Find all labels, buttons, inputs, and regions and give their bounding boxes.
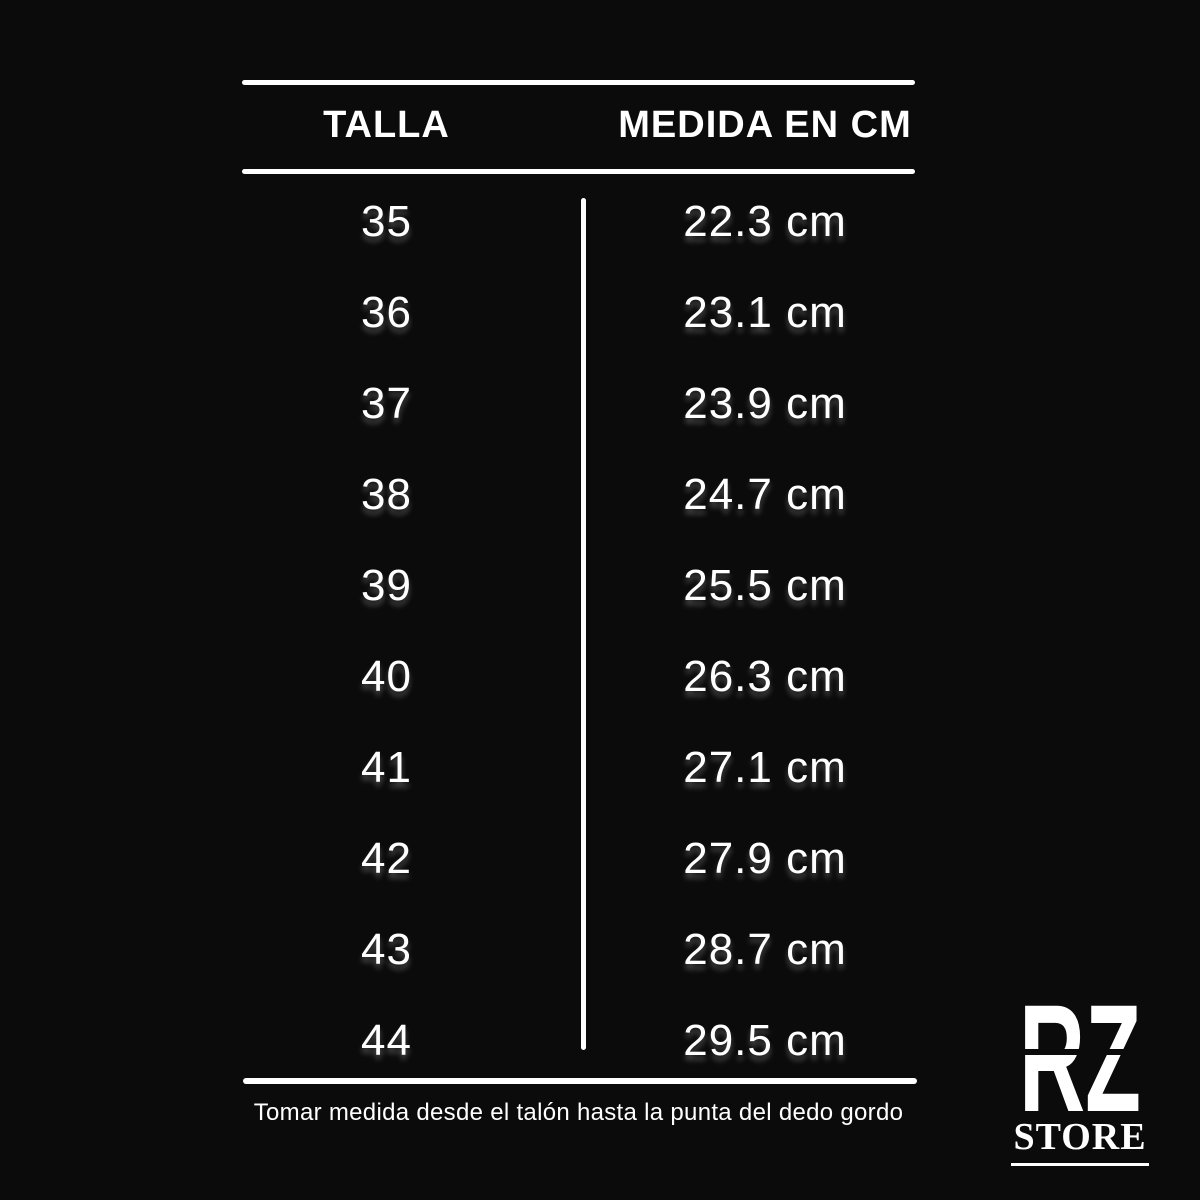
size-value: 36 <box>361 287 412 337</box>
cm-value: 23.1 cm <box>683 287 847 337</box>
table-row: 36 23.1 cm <box>242 267 915 358</box>
size-value: 43 <box>361 924 412 974</box>
cm-value: 27.1 cm <box>683 742 847 792</box>
table-row: 43 28.7 cm <box>242 904 915 995</box>
row-cell-size: 44 <box>242 1016 583 1066</box>
table-row: 42 27.9 cm <box>242 813 915 904</box>
row-cell-measure: 24.7 cm <box>583 470 915 520</box>
cm-value: 28.7 cm <box>683 924 847 974</box>
size-value: 38 <box>361 469 412 519</box>
size-value: 44 <box>361 1015 412 1065</box>
measurement-instruction: Tomar medida desde el talón hasta la pun… <box>253 1099 904 1126</box>
row-cell-measure: 23.9 cm <box>583 379 915 429</box>
size-value: 39 <box>361 560 412 610</box>
table-row: 38 24.7 cm <box>242 449 915 540</box>
row-cell-size: 43 <box>242 925 583 975</box>
brand-logo: RZ STORE <box>1011 1001 1149 1166</box>
size-column-header: TALLA <box>323 103 450 146</box>
row-cell-measure: 29.5 cm <box>583 1016 915 1066</box>
header-cell-size: TALLA <box>242 104 583 147</box>
row-cell-size: 39 <box>242 561 583 611</box>
size-value: 41 <box>361 742 412 792</box>
size-value: 37 <box>361 378 412 428</box>
rz-monogram-icon: RZ <box>1016 1001 1144 1113</box>
table-row: 35 22.3 cm <box>242 176 915 267</box>
monogram-slice <box>1016 1049 1144 1055</box>
measure-column-header: MEDIDA EN CM <box>618 103 912 146</box>
cm-value: 29.5 cm <box>683 1015 847 1065</box>
table-row: 44 29.5 cm <box>242 995 915 1086</box>
table-row: 39 25.5 cm <box>242 540 915 631</box>
header-top-line <box>242 80 915 85</box>
cm-value: 22.3 cm <box>683 196 847 246</box>
footer-line <box>243 1078 917 1084</box>
size-value: 35 <box>361 196 412 246</box>
row-cell-size: 38 <box>242 470 583 520</box>
row-cell-size: 36 <box>242 288 583 338</box>
row-cell-size: 40 <box>242 652 583 702</box>
row-cell-measure: 27.1 cm <box>583 743 915 793</box>
row-cell-size: 37 <box>242 379 583 429</box>
table-row: 37 23.9 cm <box>242 358 915 449</box>
cm-value: 25.5 cm <box>683 560 847 610</box>
table-row: 40 26.3 cm <box>242 631 915 722</box>
cm-value: 24.7 cm <box>683 469 847 519</box>
size-value: 40 <box>361 651 412 701</box>
cm-value: 23.9 cm <box>683 378 847 428</box>
row-cell-size: 35 <box>242 197 583 247</box>
size-value: 42 <box>361 833 412 883</box>
row-cell-measure: 25.5 cm <box>583 561 915 611</box>
logo-store-label: STORE <box>1011 1115 1149 1166</box>
row-cell-measure: 27.9 cm <box>583 834 915 884</box>
header-cell-measure: MEDIDA EN CM <box>583 104 915 147</box>
row-cell-measure: 26.3 cm <box>583 652 915 702</box>
header-bottom-line <box>242 169 915 174</box>
row-cell-measure: 22.3 cm <box>583 197 915 247</box>
table-row: 41 27.1 cm <box>242 722 915 813</box>
row-cell-measure: 23.1 cm <box>583 288 915 338</box>
row-cell-measure: 28.7 cm <box>583 925 915 975</box>
monogram-letters: RZ <box>1019 1001 1141 1113</box>
cm-value: 27.9 cm <box>683 833 847 883</box>
cm-value: 26.3 cm <box>683 651 847 701</box>
row-cell-size: 41 <box>242 743 583 793</box>
table-header: TALLA MEDIDA EN CM <box>242 81 915 169</box>
column-divider-line <box>581 198 586 1050</box>
table-body: 35 22.3 cm 36 23.1 cm 37 23.9 cm 38 24.7… <box>242 176 915 1086</box>
row-cell-size: 42 <box>242 834 583 884</box>
